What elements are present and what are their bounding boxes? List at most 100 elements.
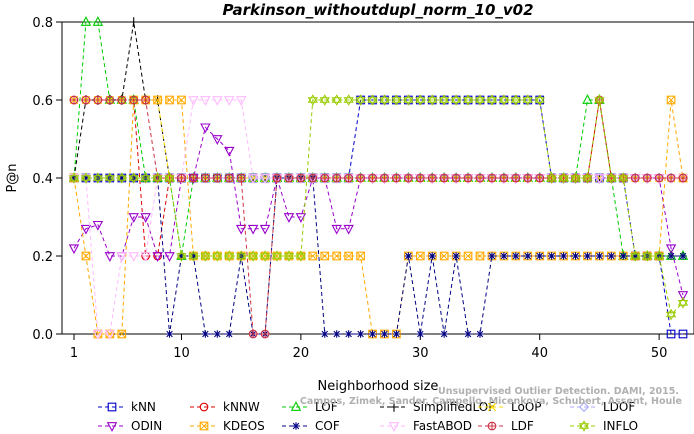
data-point-inflo bbox=[140, 172, 151, 184]
legend-marker-ldf bbox=[487, 421, 497, 431]
data-point-ldf bbox=[177, 173, 186, 183]
data-point-odin bbox=[128, 213, 139, 223]
data-point-kdeos bbox=[415, 251, 425, 261]
data-point-ldf bbox=[630, 173, 640, 183]
data-point-inflo bbox=[343, 94, 354, 106]
data-point-ldf bbox=[380, 173, 389, 183]
data-point-cof bbox=[535, 252, 544, 260]
data-point-inflo bbox=[271, 250, 283, 262]
legend-item-lof: LOF bbox=[282, 400, 338, 414]
data-point-inflo bbox=[677, 297, 689, 309]
data-point-ldf bbox=[320, 173, 330, 183]
legend-marker-simplifiedlof bbox=[389, 402, 399, 412]
data-point-knn bbox=[392, 95, 401, 105]
data-point-cof bbox=[440, 330, 448, 338]
legend-marker-knnw bbox=[199, 402, 209, 412]
data-point-ldf bbox=[272, 173, 282, 183]
data-point-cof bbox=[464, 330, 472, 338]
x-tick-label: 40 bbox=[531, 346, 548, 361]
data-point-ldf bbox=[129, 95, 139, 105]
data-point-inflo bbox=[403, 94, 414, 106]
data-point-inflo bbox=[224, 250, 235, 262]
x-axis-label: Neighborhood size bbox=[318, 379, 439, 394]
data-point-inflo bbox=[235, 250, 247, 262]
data-point-ldf bbox=[260, 329, 270, 339]
data-point-odin bbox=[259, 224, 271, 235]
legend-item-loop: LoOP bbox=[478, 400, 542, 414]
data-point-inflo bbox=[474, 94, 486, 106]
data-point-inflo bbox=[618, 172, 629, 184]
data-point-ldf bbox=[499, 173, 509, 183]
data-point-cof bbox=[213, 330, 222, 338]
data-point-ldf bbox=[296, 173, 306, 183]
y-tick-label: 0.2 bbox=[32, 250, 53, 265]
x-tick-label: 30 bbox=[412, 346, 429, 361]
legend: kNN kNNW LOF SimplifiedLOF LoOP LDOF ODIN KDEOS… bbox=[98, 400, 638, 433]
data-point-inflo bbox=[438, 94, 450, 106]
data-point-ldf bbox=[368, 173, 377, 183]
data-point-inflo bbox=[247, 250, 259, 262]
data-point-inflo bbox=[307, 94, 319, 106]
data-point-lof bbox=[80, 16, 92, 26]
legend-marker-odin bbox=[106, 422, 118, 432]
data-point-cof bbox=[320, 330, 329, 338]
data-point-knn bbox=[475, 95, 485, 105]
series-inflo bbox=[68, 94, 689, 321]
legend-label-kdeos: KDEOS bbox=[223, 419, 265, 433]
data-point-kdeos bbox=[463, 251, 473, 261]
legend-marker-fastabod bbox=[388, 422, 400, 432]
data-point-ldf bbox=[356, 173, 365, 183]
data-point-ldf bbox=[332, 173, 342, 183]
data-point-inflo bbox=[259, 250, 271, 262]
data-point-inflo bbox=[462, 94, 474, 106]
data-point-ldf bbox=[463, 173, 473, 183]
data-point-fastabod bbox=[212, 96, 223, 106]
data-point-knn bbox=[356, 95, 365, 105]
x-tick-label: 50 bbox=[651, 346, 668, 361]
data-point-inflo bbox=[152, 172, 163, 184]
data-point-inflo bbox=[415, 94, 426, 106]
data-point-fastabod bbox=[247, 174, 259, 184]
data-point-ldf bbox=[69, 95, 79, 105]
chart-title: Parkinson_withoutdupl_norm_10_v02 bbox=[222, 1, 533, 19]
data-point-ldf bbox=[189, 173, 198, 183]
data-point-cof bbox=[679, 252, 687, 260]
data-point-odin bbox=[116, 252, 127, 262]
data-point-cof bbox=[416, 330, 425, 338]
data-point-ldf bbox=[654, 173, 664, 183]
data-point-cof bbox=[631, 252, 640, 260]
data-point-odin bbox=[80, 224, 92, 235]
legend-marker-ldof bbox=[578, 401, 590, 413]
data-point-ldf bbox=[451, 173, 461, 183]
data-point-kdeos bbox=[153, 95, 162, 105]
data-point-ldf bbox=[487, 173, 497, 183]
legend-marker-lof bbox=[290, 401, 302, 411]
data-point-ldf bbox=[523, 173, 533, 183]
data-point-fastabod bbox=[235, 96, 247, 106]
data-point-inflo bbox=[522, 94, 533, 106]
data-point-fastabod bbox=[594, 174, 605, 184]
data-point-cof bbox=[82, 174, 90, 182]
data-point-inflo bbox=[486, 94, 498, 106]
data-point-inflo bbox=[630, 250, 641, 262]
data-point-inflo bbox=[427, 94, 438, 106]
data-point-inflo bbox=[510, 94, 522, 106]
data-point-ldf bbox=[81, 95, 91, 105]
data-point-inflo bbox=[653, 250, 665, 262]
data-point-inflo bbox=[128, 172, 139, 184]
data-point-fastabod bbox=[200, 96, 211, 106]
data-point-ldf bbox=[105, 95, 115, 105]
data-point-kdeos bbox=[308, 251, 318, 261]
data-point-odin bbox=[68, 244, 80, 255]
data-point-inflo bbox=[68, 172, 80, 184]
data-point-cof bbox=[452, 252, 460, 260]
data-point-ldf bbox=[404, 173, 413, 183]
legend-item-ldof: LDOF bbox=[570, 400, 635, 414]
data-point-cof bbox=[607, 252, 616, 260]
data-point-odin bbox=[235, 224, 247, 235]
y-tick-label: 0.0 bbox=[32, 328, 53, 343]
data-point-ldf bbox=[392, 173, 401, 183]
data-point-inflo bbox=[594, 94, 605, 106]
data-point-fastabod bbox=[128, 252, 139, 262]
data-point-ldf bbox=[642, 173, 652, 183]
